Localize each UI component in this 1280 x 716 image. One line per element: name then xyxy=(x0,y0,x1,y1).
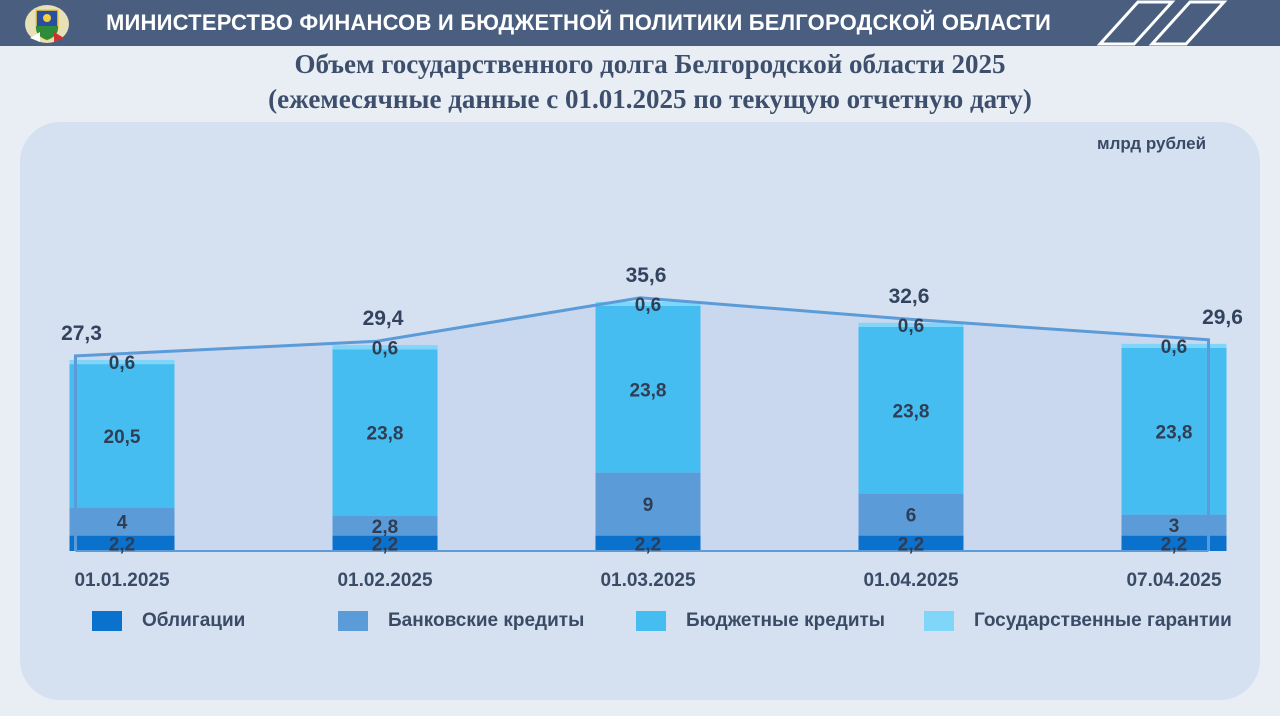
legend-label-state-guarantees: Государственные гарантии xyxy=(974,610,1232,631)
value-label-bonds-5: 2,2 xyxy=(1161,534,1187,555)
chart-title-block: Объем государственного долга Белгородско… xyxy=(0,47,1280,117)
bar-bank-loans-2 xyxy=(332,516,438,536)
bar-bonds-3 xyxy=(595,535,701,551)
value-label-state-guarantees-4: 0,6 xyxy=(898,316,924,337)
header-decoration xyxy=(1096,0,1228,46)
value-label-state-guarantees-2: 0,6 xyxy=(372,338,398,359)
value-label-bank-loans-4: 6 xyxy=(906,506,917,527)
value-label-state-guarantees-5: 0,6 xyxy=(1161,337,1187,358)
total-line xyxy=(74,296,1210,551)
bar-bonds-2 xyxy=(332,535,438,551)
bar-bonds-5 xyxy=(1121,535,1227,551)
bar-state-guarantees-3 xyxy=(595,301,701,306)
bar-bank-loans-1 xyxy=(69,507,175,536)
value-label-budget-loans-5: 23,8 xyxy=(1156,422,1193,443)
legend-swatch-bank-loans xyxy=(338,611,368,631)
value-label-budget-loans-4: 23,8 xyxy=(893,401,930,422)
header-bar: МИНИСТЕРСТВО ФИНАНСОВ И БЮДЖЕТНОЙ ПОЛИТИ… xyxy=(0,0,1280,46)
bar-bonds-1 xyxy=(69,535,175,551)
bar-state-guarantees-1 xyxy=(69,359,175,365)
value-label-bank-loans-3: 9 xyxy=(643,495,654,516)
bar-budget-loans-1 xyxy=(69,364,175,508)
value-label-budget-loans-1: 20,5 xyxy=(104,427,141,448)
bar-budget-loans-4 xyxy=(858,327,964,494)
total-label-3: 35,6 xyxy=(626,264,667,287)
category-label-4: 01.04.2025 xyxy=(863,570,959,591)
header-title: МИНИСТЕРСТВО ФИНАНСОВ И БЮДЖЕТНОЙ ПОЛИТИ… xyxy=(106,10,1051,35)
value-label-bank-loans-1: 4 xyxy=(117,513,128,534)
value-label-bonds-4: 2,2 xyxy=(898,534,924,555)
legend-swatch-bonds xyxy=(92,611,122,631)
value-label-bonds-2: 2,2 xyxy=(372,534,398,555)
total-label-4: 32,6 xyxy=(889,285,930,308)
bar-bank-loans-3 xyxy=(595,472,701,536)
legend-label-bonds: Облигации xyxy=(142,610,246,631)
chart-subtitle: (ежемесячные данные с 01.01.2025 по теку… xyxy=(268,84,1032,114)
category-label-3: 01.03.2025 xyxy=(600,570,696,591)
bar-bonds-4 xyxy=(858,535,964,551)
bar-state-guarantees-2 xyxy=(332,345,438,350)
value-label-bank-loans-2: 2,8 xyxy=(372,517,398,538)
value-label-budget-loans-2: 23,8 xyxy=(367,424,404,445)
legend-swatch-state-guarantees xyxy=(924,611,954,631)
legend-swatch-budget-loans xyxy=(636,611,666,631)
category-label-1: 01.01.2025 xyxy=(74,570,170,591)
value-label-bonds-3: 2,2 xyxy=(635,534,661,555)
legend-label-budget-loans: Бюджетные кредиты xyxy=(686,610,886,631)
bar-bank-loans-4 xyxy=(858,493,964,536)
value-label-bonds-1: 2,2 xyxy=(109,534,135,555)
bar-state-guarantees-4 xyxy=(858,322,964,327)
chart-title: Объем государственного долга Белгородско… xyxy=(294,49,1006,79)
bar-budget-loans-3 xyxy=(595,306,701,473)
value-label-state-guarantees-1: 0,6 xyxy=(109,353,135,374)
bar-state-guarantees-5 xyxy=(1121,343,1227,348)
total-label-2: 29,4 xyxy=(363,307,404,330)
category-label-5: 07.04.2025 xyxy=(1126,570,1222,591)
value-label-budget-loans-3: 23,8 xyxy=(630,380,667,401)
value-label-state-guarantees-3: 0,6 xyxy=(635,295,661,316)
bar-bank-loans-5 xyxy=(1121,514,1227,536)
value-label-bank-loans-5: 3 xyxy=(1169,516,1180,537)
unit-label: млрд рублей xyxy=(1097,134,1207,153)
total-label-5: 29,6 xyxy=(1202,306,1243,329)
coat-of-arms-icon xyxy=(25,5,69,43)
bar-budget-loans-2 xyxy=(332,349,438,516)
total-label-1: 27,3 xyxy=(61,322,102,345)
legend-label-bank-loans: Банковские кредиты xyxy=(388,610,585,631)
category-label-2: 01.02.2025 xyxy=(337,570,433,591)
legend: Облигации Банковские кредиты Бюджетные к… xyxy=(0,606,1280,636)
